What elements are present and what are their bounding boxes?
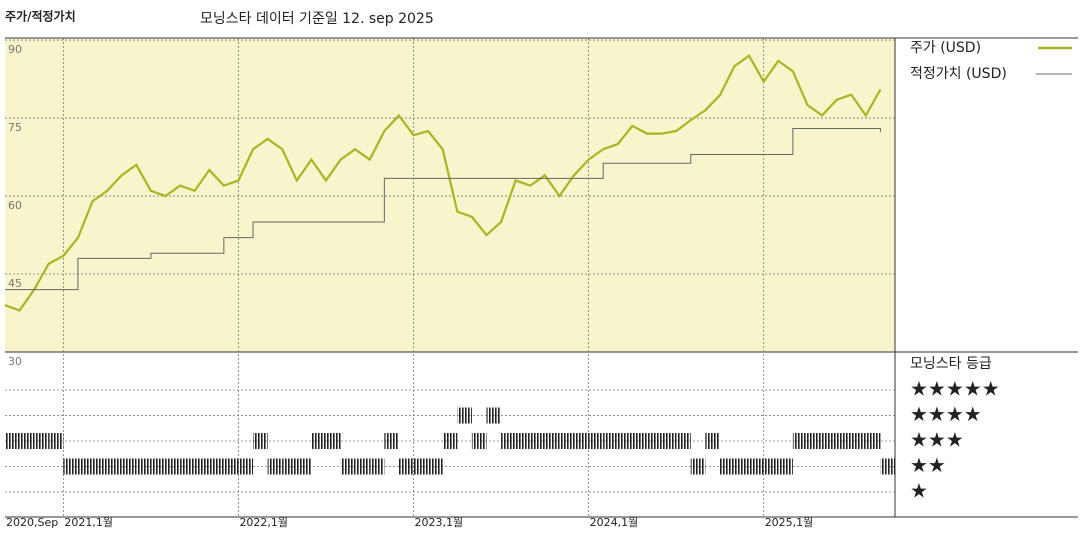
rating-bar [559,433,575,449]
rating-bar [121,458,137,475]
rating-bar [180,458,195,475]
rating-bar [530,433,545,449]
rating-bar [778,458,793,475]
rating-bar [107,458,122,475]
rating-bar [267,458,283,475]
rating-bar [384,433,399,449]
chart-title: 주가/적정가치 [5,9,76,24]
rating-bar [238,458,254,475]
rating-bar [515,433,531,449]
rating-bar [19,433,35,449]
rating-bar [486,407,502,424]
rating-label: ★★★★★ [910,377,1000,401]
rating-bar [209,458,224,475]
rating-bar [253,433,268,449]
x-tick-label: 2024,1월 [590,516,639,529]
x-tick-label: 2023,1월 [415,516,464,529]
rating-bar [836,433,852,449]
rating-bar [442,433,458,449]
x-tick-label: 2020,Sep [6,516,58,529]
rating-label: ★ [910,479,928,503]
rating-bar [282,458,297,475]
x-tick-label: 2021,1월 [64,516,113,529]
rating-bar [617,433,633,449]
rating-bar [223,458,239,475]
rating-bar [5,433,20,449]
rating-bar [690,458,706,475]
rating-bar [34,433,49,449]
rating-bar [574,433,589,449]
rating-label: ★★★ [910,428,964,452]
rating-bar [165,458,181,475]
rating-bar [150,458,166,475]
legend-label: 주가 (USD) [910,40,981,56]
rating-bar [792,433,808,449]
rating-bar [646,433,662,449]
rating-bar [413,458,429,475]
rating-bar [325,433,341,449]
plot-background [5,38,895,352]
rating-bar [734,458,750,475]
rating-bar [63,458,78,475]
rating-bar [457,407,472,424]
rating-bar [705,433,720,449]
series-line [4,54,882,312]
y-tick-label: 30 [8,355,22,368]
series-line [5,127,881,291]
rating-label: ★★★★ [910,402,982,426]
rating-bar [77,458,93,475]
rating-bar [92,458,108,475]
rating-title: 모닝스타 등급 [910,356,992,372]
rating-bar [632,433,647,449]
rating-bar [749,458,764,475]
rating-bar [661,433,677,449]
rating-bar [369,458,385,475]
y-tick-label: 75 [8,121,22,134]
rating-bar [428,458,443,475]
rating-bar [807,433,823,449]
rating-bar [822,433,837,449]
rating-bar [676,433,691,449]
rating-bar [880,458,895,475]
rating-bar [471,433,487,449]
rating-bar [501,433,516,449]
rating-bar [296,458,312,475]
x-tick-label: 2022,1월 [239,516,288,529]
rating-bar [544,433,560,449]
x-tick-label: 2025,1월 [765,516,814,529]
rating-bar [48,433,64,449]
rating-bar [194,458,210,475]
rating-bar [603,433,618,449]
y-tick-label: 45 [8,277,22,290]
rating-bar [355,458,370,475]
rating-bar [851,433,866,449]
rating-bar [719,458,735,475]
legend-label: 적정가치 (USD) [910,66,1007,82]
y-tick-label: 90 [8,43,22,56]
rating-bar [763,458,779,475]
rating-bar [340,458,356,475]
rating-label: ★★ [910,453,946,477]
rating-bar [136,458,151,475]
y-tick-label: 60 [8,199,22,212]
rating-bar [588,433,604,449]
rating-bar [865,433,881,449]
rating-bar [311,433,326,449]
rating-bar [398,458,414,475]
chart-subtitle: 모닝스타 데이터 기준일 12. sep 2025 [200,11,434,27]
